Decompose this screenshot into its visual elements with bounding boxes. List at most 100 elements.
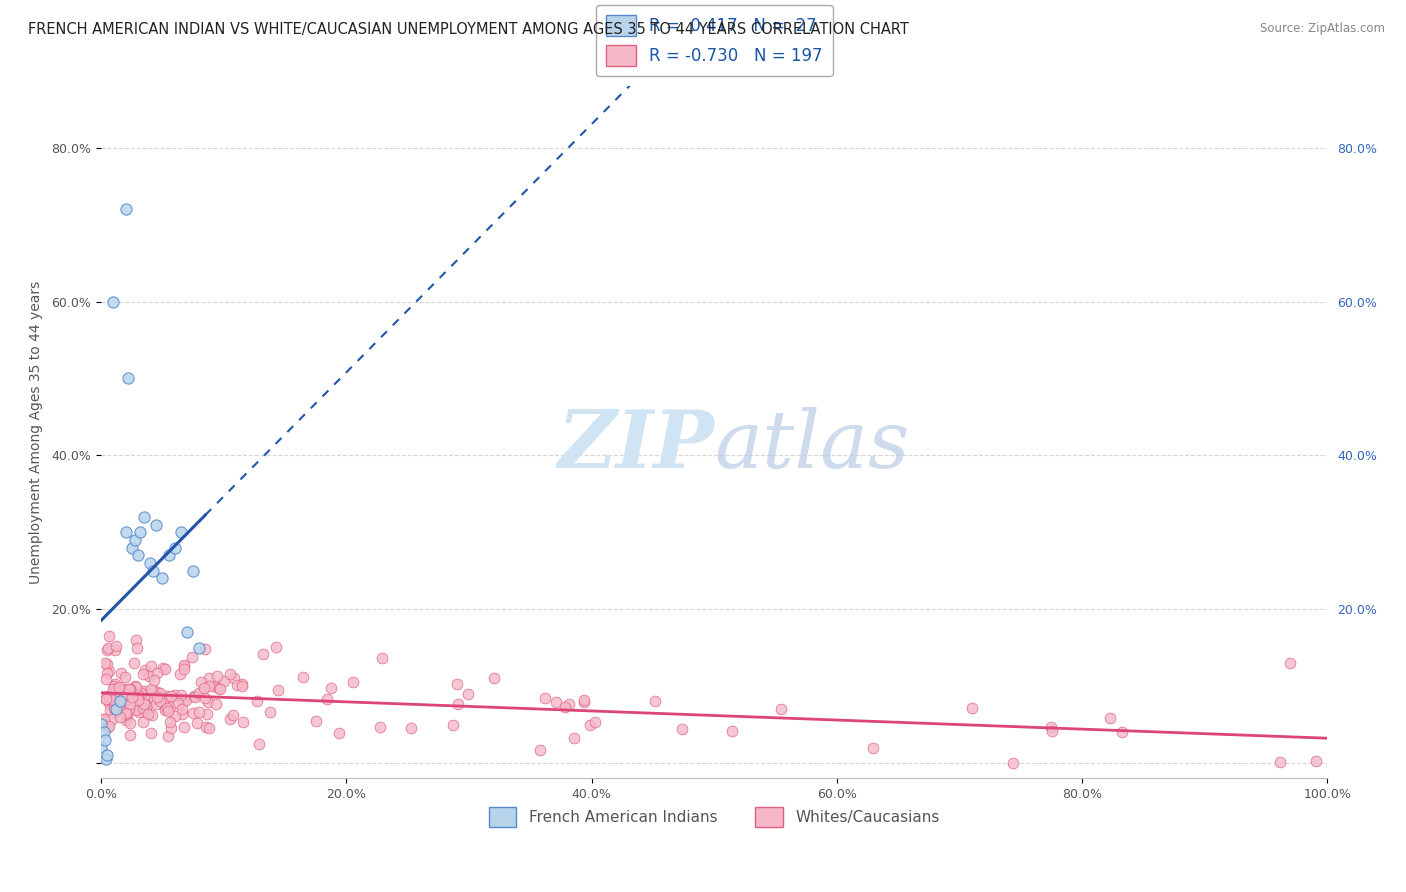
Point xyxy=(107,685,129,699)
Point xyxy=(127,549,149,563)
Point xyxy=(195,706,218,721)
Point xyxy=(105,681,128,695)
Point xyxy=(187,686,209,700)
Point xyxy=(173,662,195,676)
Point xyxy=(165,688,187,702)
Point xyxy=(98,696,121,710)
Point xyxy=(141,708,163,723)
Point xyxy=(176,625,198,640)
Point xyxy=(482,671,505,685)
Point xyxy=(127,702,149,716)
Point xyxy=(136,706,159,721)
Point xyxy=(114,202,136,217)
Point xyxy=(155,700,177,714)
Point xyxy=(156,689,179,703)
Point xyxy=(125,682,148,697)
Point xyxy=(169,667,191,681)
Point xyxy=(132,683,155,698)
Point xyxy=(129,686,152,700)
Point xyxy=(129,696,152,710)
Point xyxy=(152,660,174,674)
Point xyxy=(153,662,176,676)
Point xyxy=(316,692,339,706)
Point xyxy=(118,681,141,696)
Point xyxy=(94,673,117,687)
Point xyxy=(368,720,391,734)
Point xyxy=(125,703,148,717)
Y-axis label: Unemployment Among Ages 35 to 44 years: Unemployment Among Ages 35 to 44 years xyxy=(30,281,44,584)
Point xyxy=(554,699,576,714)
Point xyxy=(98,690,121,705)
Point xyxy=(122,657,145,671)
Point xyxy=(769,702,792,716)
Point xyxy=(103,294,125,309)
Point xyxy=(246,694,269,708)
Point xyxy=(96,690,118,704)
Point xyxy=(112,698,135,712)
Point xyxy=(97,629,120,643)
Point xyxy=(94,656,117,670)
Point xyxy=(118,682,141,697)
Point xyxy=(128,684,150,698)
Point xyxy=(562,731,585,745)
Point xyxy=(267,683,290,698)
Point xyxy=(115,706,138,720)
Point xyxy=(156,700,179,714)
Point xyxy=(107,692,129,706)
Point xyxy=(231,677,253,691)
Point xyxy=(222,707,245,722)
Point xyxy=(132,714,155,729)
Point xyxy=(127,641,149,656)
Point xyxy=(252,647,274,661)
Point xyxy=(94,752,117,766)
Point xyxy=(165,709,187,723)
Point xyxy=(163,541,186,555)
Point xyxy=(197,679,219,693)
Point xyxy=(157,549,180,563)
Point xyxy=(159,700,181,714)
Point xyxy=(222,671,245,685)
Point xyxy=(447,697,470,711)
Point xyxy=(97,720,120,734)
Point xyxy=(457,687,479,701)
Point xyxy=(371,651,394,665)
Point xyxy=(115,708,138,723)
Point xyxy=(579,718,602,732)
Point xyxy=(1305,754,1327,768)
Point xyxy=(721,724,744,739)
Point xyxy=(205,669,228,683)
Point xyxy=(135,698,157,712)
Point xyxy=(127,693,149,707)
Point xyxy=(197,721,219,735)
Point xyxy=(194,691,217,706)
Point xyxy=(205,698,228,712)
Point xyxy=(108,709,131,723)
Point xyxy=(132,509,155,524)
Point xyxy=(108,700,131,714)
Point xyxy=(183,690,205,704)
Point xyxy=(170,525,193,540)
Point xyxy=(138,669,160,683)
Point xyxy=(186,715,208,730)
Text: FRENCH AMERICAN INDIAN VS WHITE/CAUCASIAN UNEMPLOYMENT AMONG AGES 35 TO 44 YEARS: FRENCH AMERICAN INDIAN VS WHITE/CAUCASIA… xyxy=(28,22,910,37)
Point xyxy=(139,556,162,570)
Point xyxy=(104,643,127,657)
Point xyxy=(118,701,141,715)
Point xyxy=(399,721,422,735)
Point xyxy=(218,712,240,726)
Point xyxy=(219,667,242,681)
Point xyxy=(197,695,219,709)
Point xyxy=(114,687,136,701)
Point xyxy=(139,725,162,739)
Legend: French American Indians, Whites/Caucasians: French American Indians, Whites/Caucasia… xyxy=(482,801,946,833)
Point xyxy=(94,691,117,706)
Point xyxy=(188,640,211,655)
Point xyxy=(194,641,217,656)
Point xyxy=(134,698,156,712)
Point xyxy=(181,564,204,578)
Point xyxy=(142,564,165,578)
Point xyxy=(544,695,567,709)
Point xyxy=(115,707,138,722)
Point xyxy=(1099,710,1122,724)
Point xyxy=(190,675,212,690)
